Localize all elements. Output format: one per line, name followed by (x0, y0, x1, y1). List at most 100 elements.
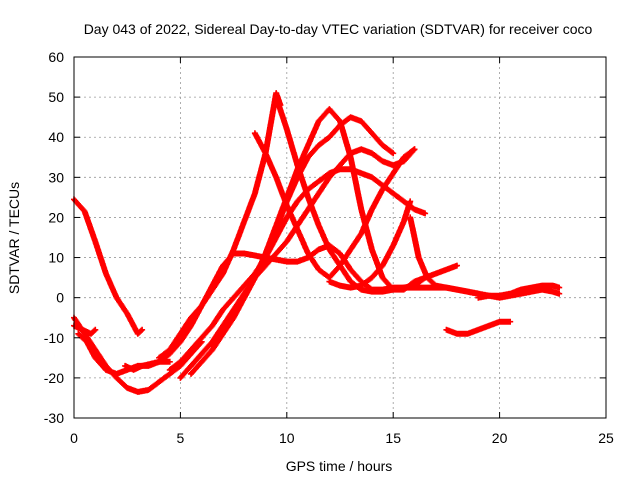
x-tick-label: 5 (177, 430, 185, 446)
data-point (232, 296, 235, 299)
y-tick-label: -30 (44, 410, 64, 426)
data-point (360, 288, 363, 291)
data-point (274, 91, 278, 95)
data-point (149, 362, 152, 366)
data-point (413, 148, 416, 151)
data-point (381, 160, 384, 163)
data-point (94, 240, 97, 243)
data-point (445, 268, 448, 271)
data-point (557, 292, 561, 295)
data-point (285, 216, 288, 219)
data-point (157, 360, 161, 364)
data-point (89, 332, 93, 335)
data-point (157, 356, 161, 360)
data-point (509, 292, 512, 295)
data-point (392, 172, 395, 175)
data-point (221, 308, 225, 311)
data-point (136, 390, 140, 394)
data-point (104, 368, 108, 372)
series-markers (443, 318, 514, 337)
x-tick-label: 20 (492, 430, 508, 446)
data-point (370, 248, 374, 251)
data-point (370, 152, 374, 155)
data-point (264, 252, 267, 255)
data-point (477, 296, 480, 299)
y-tick-label: -10 (44, 330, 64, 346)
data-point (349, 280, 352, 283)
data-point (370, 276, 374, 279)
series-arc-5 (122, 242, 482, 373)
data-point (253, 192, 257, 195)
data-point (94, 348, 97, 352)
data-point (243, 252, 246, 255)
data-point (381, 144, 384, 147)
data-point (126, 312, 129, 315)
data-point (381, 290, 384, 293)
data-point (477, 292, 480, 295)
x-tick-label: 15 (385, 430, 401, 446)
data-point (200, 352, 203, 356)
data-point (349, 156, 352, 159)
data-point (274, 176, 278, 179)
data-point (211, 288, 214, 291)
data-point (317, 192, 320, 195)
data-point (306, 156, 310, 159)
data-point (402, 286, 406, 289)
data-point (445, 328, 448, 331)
data-point (189, 372, 193, 376)
data-point (328, 276, 331, 279)
data-point (349, 268, 352, 271)
data-point (498, 320, 501, 323)
series-markers (156, 90, 284, 361)
data-point (360, 148, 363, 151)
data-point (455, 288, 459, 291)
data-point (338, 284, 342, 287)
data-point (392, 164, 395, 167)
data-point (243, 220, 246, 223)
data-point (168, 360, 171, 364)
data-point (317, 224, 320, 227)
data-point (349, 286, 352, 289)
data-point (360, 284, 363, 287)
data-point (392, 192, 395, 195)
y-tick-label: 20 (48, 209, 64, 225)
data-point (487, 324, 491, 327)
data-point (360, 208, 363, 211)
data-point (338, 164, 342, 167)
data-point (132, 368, 135, 372)
data-point (466, 332, 469, 335)
data-point (77, 332, 80, 335)
data-point (509, 320, 512, 323)
data-point (413, 284, 416, 287)
data-point (264, 264, 267, 267)
data-point (551, 284, 554, 287)
data-point (296, 260, 299, 263)
data-point (179, 376, 182, 380)
data-point (519, 288, 523, 291)
data-point (381, 188, 384, 191)
y-tick-label: 30 (48, 169, 64, 185)
data-point (455, 332, 459, 335)
series-arc-15 (443, 318, 514, 337)
data-point (360, 172, 363, 175)
data-point (85, 340, 88, 343)
data-point (200, 360, 203, 364)
data-point (381, 276, 384, 279)
y-tick-label: 10 (48, 250, 64, 266)
data-point (426, 276, 429, 279)
y-tick-label: 40 (48, 129, 64, 145)
data-point (189, 316, 193, 319)
data-point (200, 304, 203, 307)
data-point (264, 152, 267, 155)
data-point (370, 132, 374, 135)
data-point (285, 128, 288, 131)
data-point (455, 264, 459, 267)
data-point (94, 356, 97, 360)
data-point (104, 272, 108, 275)
data-point (221, 272, 225, 275)
data-point (540, 288, 544, 291)
data-point (423, 212, 427, 215)
data-point (274, 224, 278, 227)
data-point (392, 244, 395, 247)
